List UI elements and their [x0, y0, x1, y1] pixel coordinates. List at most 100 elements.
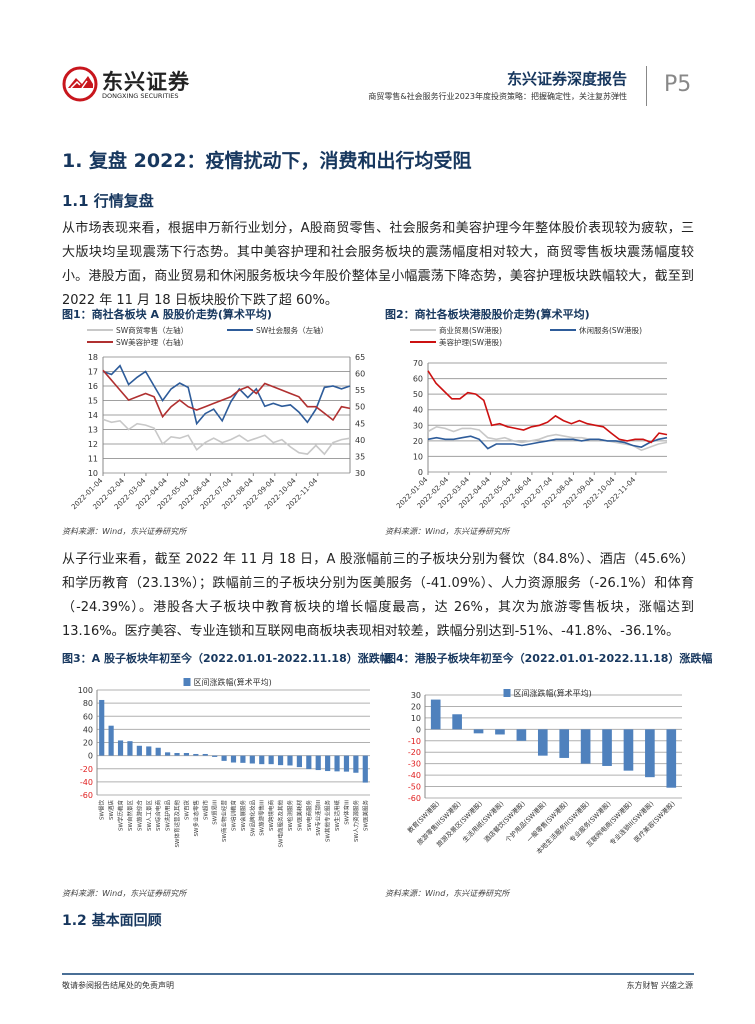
figure-4-source: 资料来源：Wind，东兴证券研究所 — [385, 889, 510, 898]
bar — [645, 729, 655, 778]
bar — [353, 755, 359, 773]
y-right-tick-label: 45 — [355, 419, 365, 428]
bar — [602, 729, 612, 766]
x-tick-label: SW酒店 — [107, 800, 115, 820]
x-tick-label: SW洗护用品 — [164, 800, 172, 831]
y-tick-label: -60 — [408, 794, 421, 803]
bar — [430, 699, 441, 730]
x-tick-label: SW会展服务 — [239, 800, 247, 831]
y-right-tick-label: 30 — [355, 469, 365, 478]
y-tick-label: -30 — [408, 760, 421, 769]
bar — [452, 714, 462, 730]
y-tick-label: 20 — [411, 702, 421, 711]
bar — [240, 755, 246, 763]
bar — [268, 755, 274, 765]
bar — [249, 755, 255, 764]
company-logo-icon — [62, 66, 98, 102]
y-tick-label: 30 — [413, 421, 423, 430]
y-tick-label: 20 — [413, 437, 423, 446]
y-tick-label: 16 — [88, 382, 98, 391]
x-tick-label: SW其他专业服务 — [324, 800, 332, 842]
x-tick-label: SW综合电商 — [154, 800, 162, 831]
bar — [580, 729, 591, 764]
y-tick-label: -40 — [408, 771, 421, 780]
legend-label: SW美容护理（右轴） — [116, 337, 188, 347]
bar — [212, 755, 218, 757]
bar — [516, 729, 527, 741]
figure-1-title: 图1：商社各板块 A 股股价走势(算术平均) — [62, 308, 272, 321]
header-divider — [646, 66, 647, 106]
x-tick-label: SW人工景区 — [146, 800, 153, 831]
y-tick-label: 10 — [411, 714, 421, 723]
legend-swatch — [503, 689, 511, 697]
bar — [495, 729, 505, 735]
legend-label: SW社会服务（左轴） — [256, 325, 328, 335]
bar — [259, 755, 265, 765]
y-tick-label: 60 — [413, 375, 423, 384]
x-tick-label: SW学历教育 — [117, 800, 125, 831]
y-tick-label: 40 — [83, 725, 93, 734]
bar — [362, 755, 368, 783]
section-heading: 1. 复盘 2022：疫情扰动下，消费和出行均受阻 — [62, 150, 472, 172]
y-tick-label: -20 — [80, 765, 93, 774]
x-tick-label: SW多业态零售 — [192, 800, 200, 836]
y-tick-label: 10 — [88, 469, 98, 478]
y-tick-label: 50 — [413, 390, 423, 399]
series-line — [102, 418, 351, 456]
legend-label: 商业贸易(SW港股) — [439, 325, 502, 335]
bar — [666, 729, 677, 788]
y-tick-label: 30 — [411, 691, 421, 700]
page-number: P5 — [664, 72, 692, 97]
bar — [230, 755, 237, 763]
y-right-tick-label: 35 — [355, 452, 365, 461]
footer-disclaimer: 敬请参阅报告结尾处的免责声明 — [62, 981, 174, 990]
logo-name: 东兴证券 — [102, 70, 190, 94]
figure-4-title: 图4：港股子板块年初至今（2022.01.01-2022.11.18）涨跌幅 — [385, 652, 713, 665]
x-tick-label: SW生活用纸 — [333, 800, 341, 831]
x-tick-label: SW贸易III — [211, 800, 219, 825]
figure-3-title: 图3：A 股子板块年初至今（2022.01.01-2022.11.18）涨跌幅 — [62, 652, 391, 665]
y-tick-label: 20 — [83, 739, 93, 748]
figure-3-chart: -60 -40 -20 0 20 40 60 80 100 SW餐饮 SW酒店 SW学历教育 SW自然景… — [78, 677, 370, 848]
y-right-tick-label: 50 — [355, 403, 365, 412]
subsection-heading: 1.2 基本面回顾 — [62, 913, 162, 929]
report-subtitle: 商贸零售&社会服务行业2023年度投资策略：把握确定性，关注复苏弹性 — [368, 92, 627, 101]
y-tick-label: 0 — [416, 725, 421, 734]
series-line — [102, 364, 351, 426]
y-tick-label: 18 — [88, 353, 98, 362]
bar — [221, 755, 227, 761]
x-tick-label: SW超市 — [201, 800, 209, 820]
bar — [136, 745, 142, 756]
bar — [537, 729, 548, 756]
legend-label: SW商贸零售（左轴） — [116, 325, 188, 335]
legend-label: 区间涨跌幅(算术平均) — [194, 677, 272, 687]
y-tick-label: -20 — [408, 748, 421, 757]
x-tick-label: SW医美服务 — [361, 800, 369, 831]
legend-swatch — [183, 678, 191, 686]
figure-2-title: 图2：商社各板块港股股价走势(算术平均) — [385, 308, 590, 321]
x-tick-label: SW体育III — [342, 800, 350, 825]
bar — [325, 755, 331, 772]
y-tick-label: -60 — [80, 791, 93, 800]
x-tick-label: SW人力资源服务 — [352, 800, 360, 842]
x-tick-label: SW电商服务及其他 — [277, 800, 285, 848]
x-tick-label: SW电商服务 — [305, 800, 313, 831]
bar — [183, 753, 190, 756]
y-tick-label: 11 — [88, 455, 98, 464]
legend-label: 美容护理(SW港股) — [439, 337, 502, 347]
bar — [623, 729, 634, 771]
y-tick-label: 12 — [88, 440, 98, 449]
x-tick-label: SW专业连锁III — [314, 800, 322, 836]
bar — [315, 755, 321, 771]
bar — [306, 755, 312, 770]
figure-3-source: 资料来源：Wind，东兴证券研究所 — [62, 889, 187, 898]
y-tick-label: -50 — [408, 783, 421, 792]
y-tick-label: 40 — [413, 406, 423, 415]
legend-label: 区间涨跌幅(算术平均) — [514, 688, 592, 698]
legend-label: 休闲服务(SW港股) — [579, 325, 642, 335]
x-tick-label: SW自然景区 — [126, 800, 134, 831]
y-tick-label: 100 — [78, 686, 93, 695]
x-tick-label: SW旅游综合 — [135, 800, 143, 831]
bar — [99, 699, 105, 756]
y-right-tick-label: 60 — [355, 370, 365, 379]
